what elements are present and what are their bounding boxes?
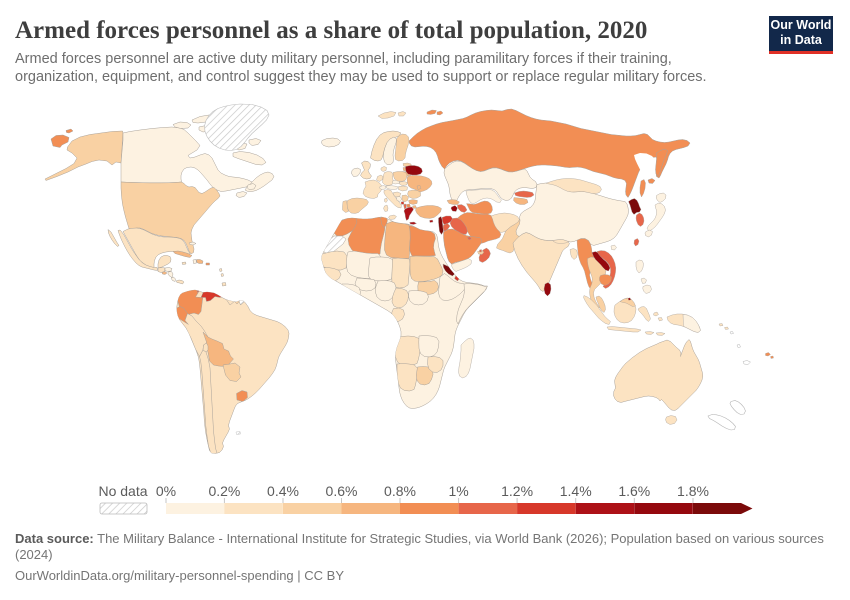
svg-text:1.2%: 1.2% bbox=[501, 483, 533, 499]
svg-text:1.4%: 1.4% bbox=[560, 483, 592, 499]
svg-text:0%: 0% bbox=[156, 483, 176, 499]
svg-text:0.6%: 0.6% bbox=[326, 483, 358, 499]
svg-text:0.4%: 0.4% bbox=[267, 483, 299, 499]
svg-text:1.8%: 1.8% bbox=[677, 483, 709, 499]
svg-text:0.2%: 0.2% bbox=[208, 483, 240, 499]
svg-text:1%: 1% bbox=[448, 483, 468, 499]
svg-text:No data: No data bbox=[98, 483, 147, 499]
svg-text:0.8%: 0.8% bbox=[384, 483, 416, 499]
svg-text:1.6%: 1.6% bbox=[618, 483, 650, 499]
